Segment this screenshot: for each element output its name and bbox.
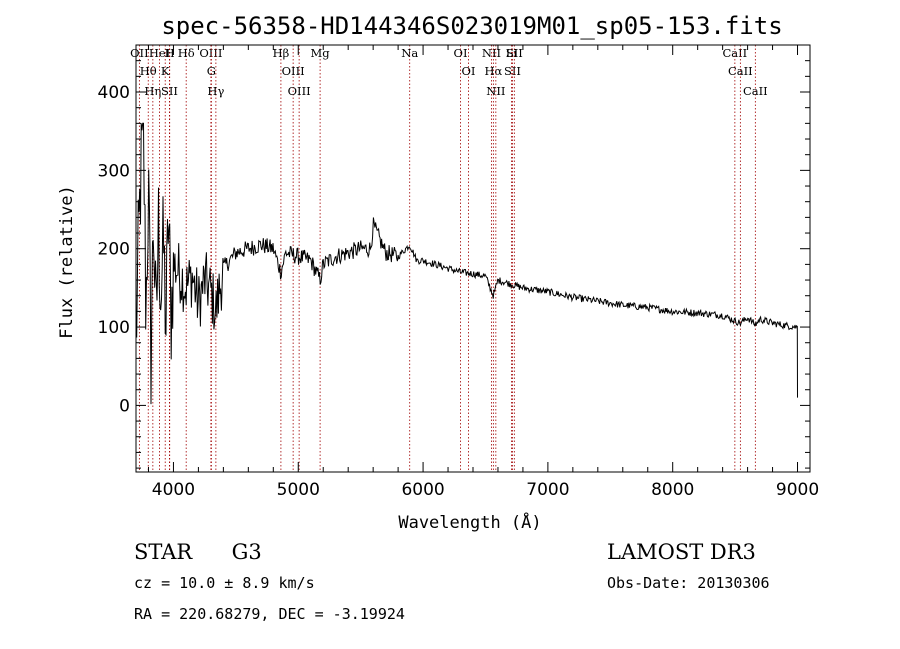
line-label: NII xyxy=(482,46,501,60)
line-label: SII xyxy=(506,46,523,60)
x-tick-label: 6000 xyxy=(401,480,444,500)
y-axis: 0 100 200 300 400 xyxy=(98,44,810,469)
coordinates-text: RA = 220.68279, DEC = -3.19924 xyxy=(134,605,405,623)
line-label: OI xyxy=(462,64,476,78)
class-label: STAR xyxy=(134,540,193,564)
x-tick-label: 7000 xyxy=(526,480,569,500)
subclass-label: G3 xyxy=(231,540,262,564)
line-label: OIII xyxy=(288,84,311,98)
survey-label: LAMOST DR3 xyxy=(607,540,756,564)
line-label: Hα xyxy=(484,64,502,78)
y-tick-label: 200 xyxy=(98,240,130,260)
y-axis-label: Flux (relative) xyxy=(57,185,77,339)
plot-frame xyxy=(135,44,811,473)
spectrum-line xyxy=(135,122,798,405)
obs-date-text: Obs-Date: 20130306 xyxy=(607,574,770,592)
line-label: G xyxy=(207,64,216,78)
line-label: Li xyxy=(506,46,518,60)
chart-title: spec-56358-HD144346S023019M01_sp05-153.f… xyxy=(161,12,782,40)
line-label: CaII xyxy=(722,46,747,60)
line-label: OI xyxy=(454,46,468,60)
line-label: H xyxy=(165,46,175,60)
line-label: OIII xyxy=(199,46,222,60)
x-tick-label: 4000 xyxy=(152,480,195,500)
redshift-text: cz = 10.0 ± 8.9 km/s xyxy=(134,574,315,592)
x-axis: 4000 5000 6000 7000 8000 9000 xyxy=(147,45,819,500)
x-tick-label: 9000 xyxy=(776,480,819,500)
y-tick-label: 400 xyxy=(98,83,130,103)
line-label: OII xyxy=(130,46,149,60)
line-label: K xyxy=(161,64,170,78)
line-label: Hη xyxy=(144,84,161,98)
x-axis-label: Wavelength (Å) xyxy=(398,511,541,533)
x-tick-label: 8000 xyxy=(651,480,694,500)
line-label: Mg xyxy=(311,46,331,60)
x-tick-label: 5000 xyxy=(277,480,320,500)
object-class: STAR G3 xyxy=(134,540,262,564)
line-label: Hθ xyxy=(140,64,157,78)
line-label: Hδ xyxy=(178,46,195,60)
line-label: SII xyxy=(504,64,521,78)
line-label: Hβ xyxy=(273,46,290,60)
y-tick-label: 100 xyxy=(98,318,130,338)
line-label: Na xyxy=(401,46,418,60)
y-tick-label: 300 xyxy=(98,161,130,181)
line-label: Hγ xyxy=(207,84,224,98)
line-label: OIII xyxy=(282,64,305,78)
line-label: CaII xyxy=(728,64,753,78)
line-label: CaII xyxy=(743,84,768,98)
y-tick-label: 0 xyxy=(119,396,130,416)
line-label: NII xyxy=(486,84,505,98)
